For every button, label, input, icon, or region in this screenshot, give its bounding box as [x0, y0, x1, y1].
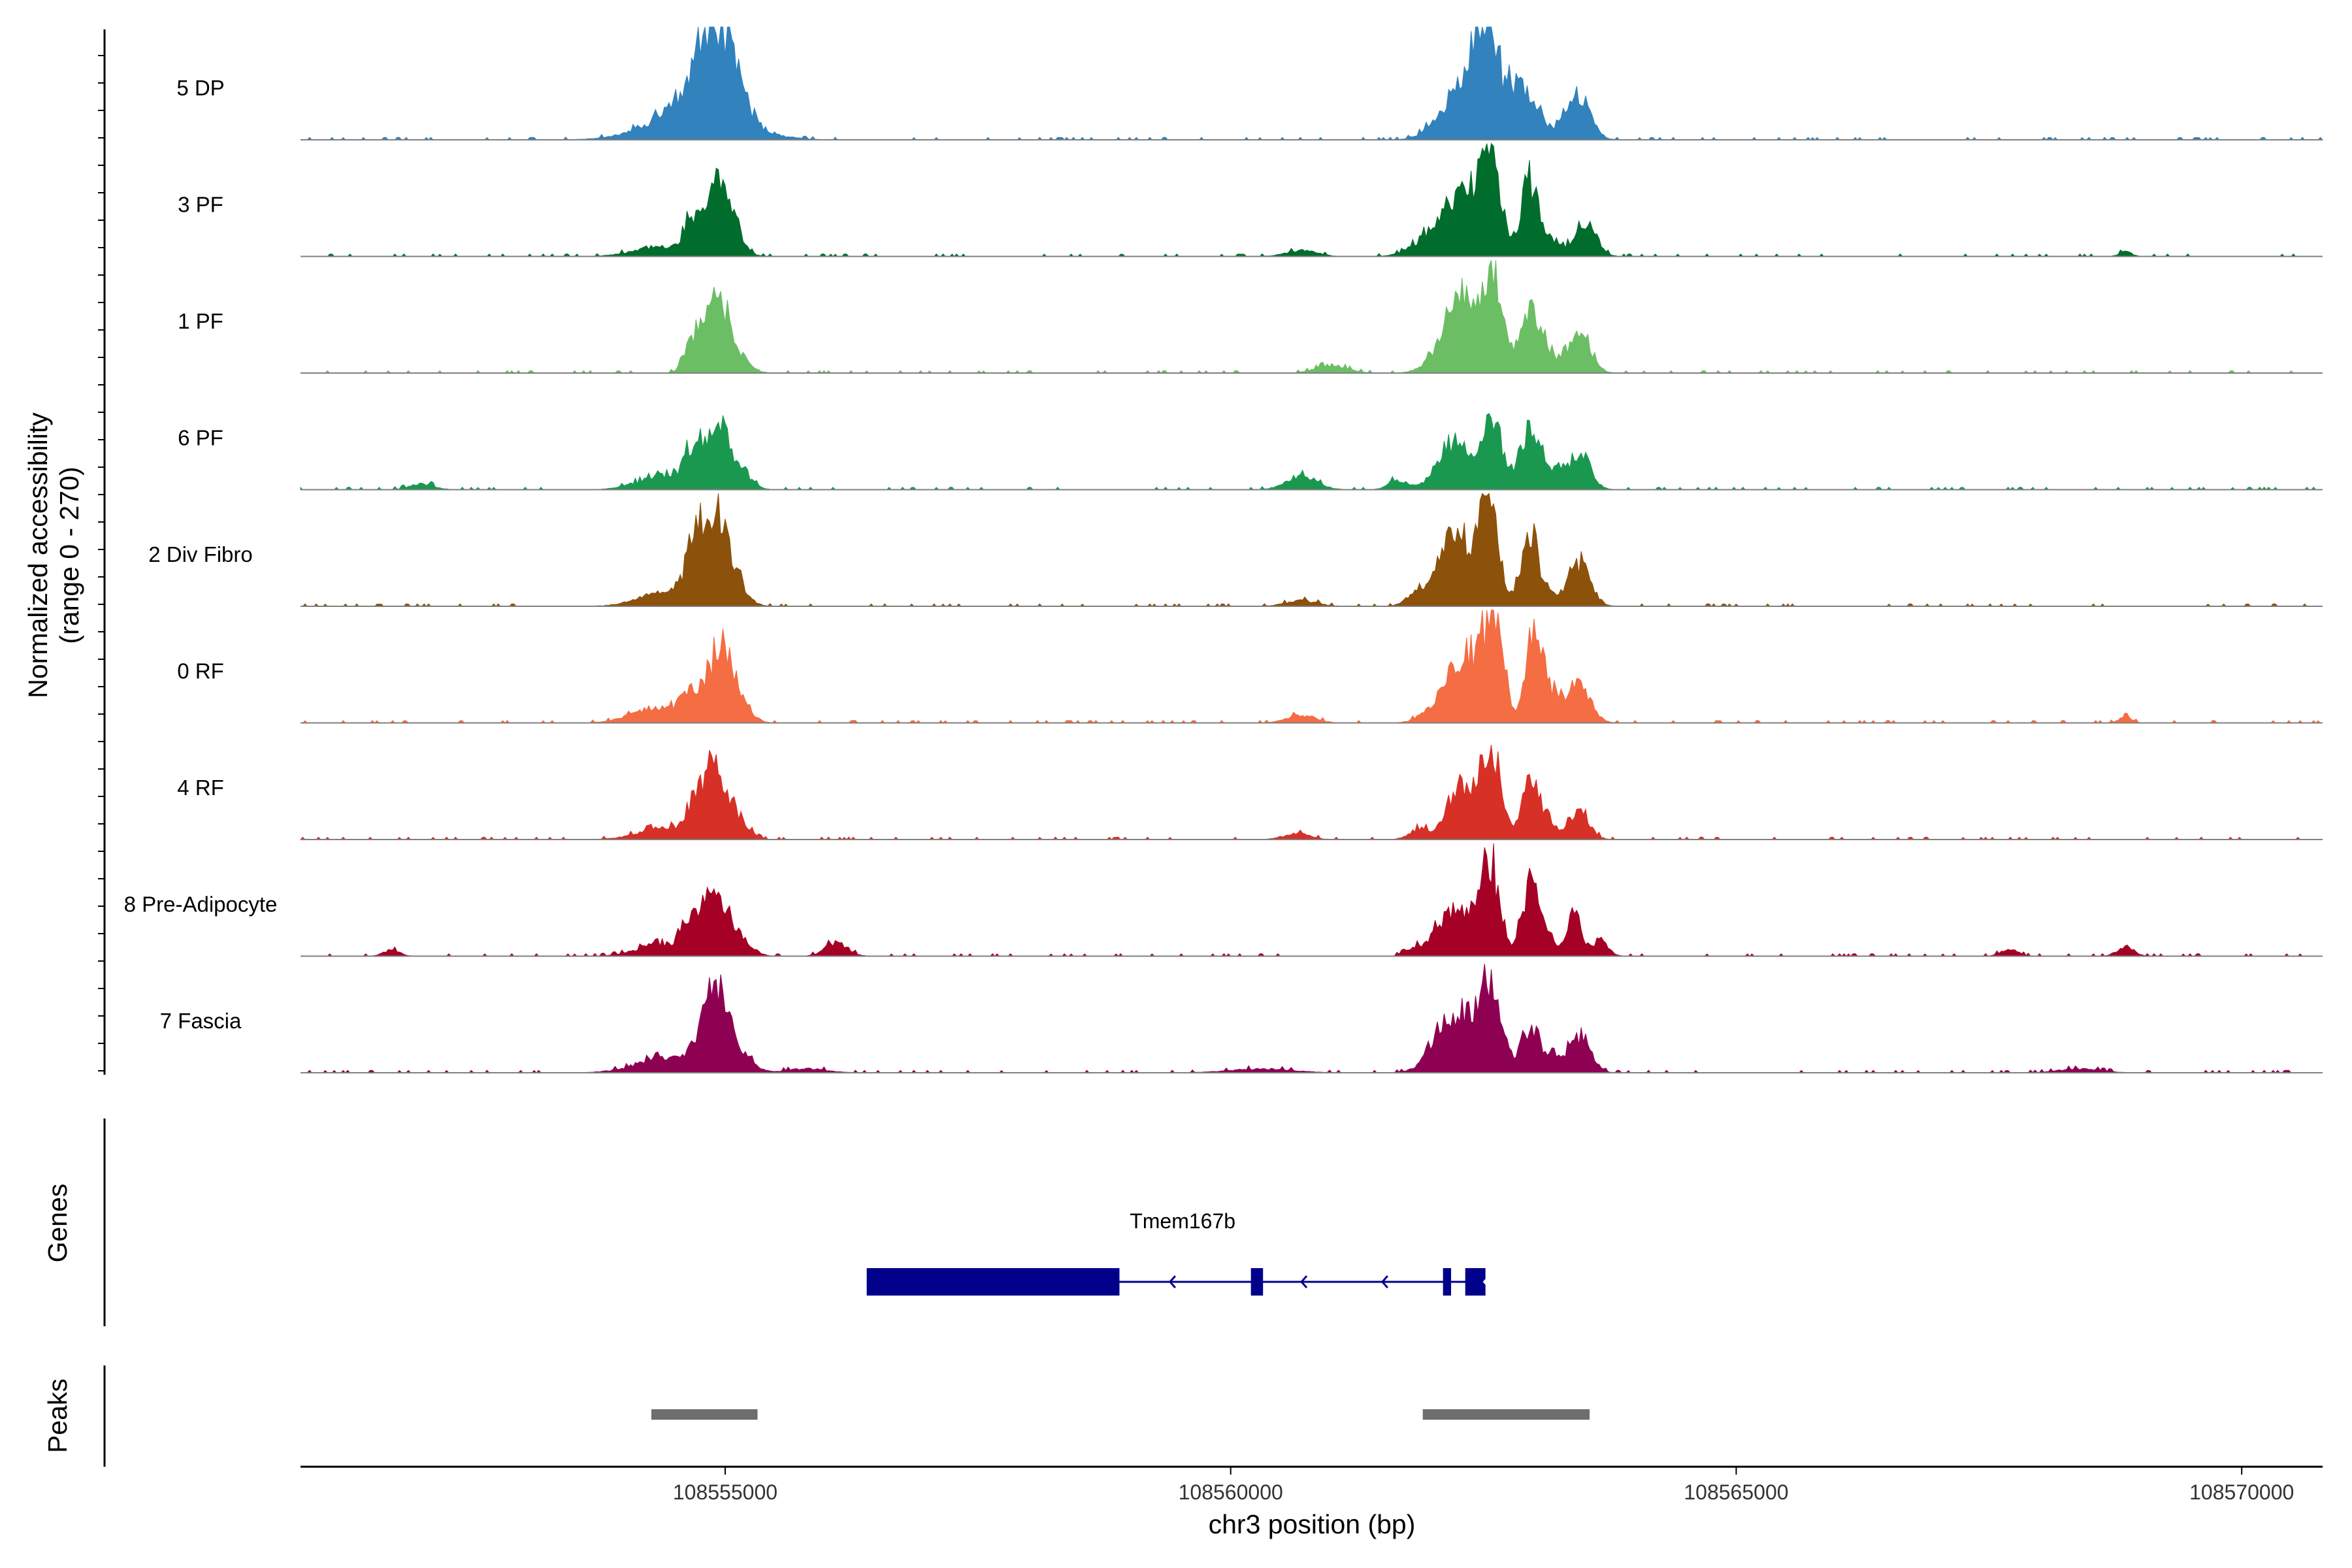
track-label: 2 Div Fibro: [148, 542, 253, 566]
track-label: 0 RF: [177, 659, 224, 683]
signal-area: [299, 744, 2323, 840]
signal-area: [300, 413, 2323, 491]
y-axis-title-line2: (range 0 - 270): [54, 466, 84, 644]
gene-annotation-track: Tmem167b: [866, 1209, 1490, 1296]
track-label: 7 Fascia: [160, 1009, 242, 1033]
signal-area: [301, 142, 2323, 257]
coverage-tracks: 5 DP 3 PF 1 PF 6 PF 2 Div Fibro 0 RF 4 RF 8 Pre…: [124, 26, 2324, 1073]
strand-arrow: [1168, 1275, 1176, 1288]
signal-area: [301, 964, 2323, 1073]
peak-regions-track: [651, 1409, 1590, 1420]
track-label: 8 Pre-Adipocyte: [124, 892, 278, 917]
gene-exon: [1443, 1268, 1452, 1296]
track-label: 4 RF: [177, 776, 224, 800]
gene-exon: [1465, 1268, 1486, 1296]
track-5-dp: 5 DP: [176, 26, 2324, 140]
track-label: 6 PF: [178, 426, 223, 450]
strand-arrow: [1300, 1275, 1308, 1288]
track-7-fascia: 7 Fascia: [160, 964, 2323, 1073]
x-tick-label: 108565000: [1684, 1480, 1788, 1504]
signal-area: [301, 260, 2323, 374]
x-axis-title: chr3 position (bp): [1209, 1509, 1416, 1539]
track-3-pf: 3 PF: [178, 142, 2323, 257]
gene-exon: [1250, 1268, 1264, 1296]
track-label: 1 PF: [178, 309, 223, 333]
peak-region-bar: [1422, 1409, 1590, 1420]
x-tick-label: 108570000: [2189, 1480, 2294, 1504]
track-label: 3 PF: [178, 193, 223, 217]
track-6-pf: 6 PF: [178, 413, 2323, 491]
gene-exon: [866, 1268, 1120, 1296]
strand-arrow: [1482, 1275, 1490, 1288]
track-4-rf: 4 RF: [177, 744, 2323, 840]
signal-area: [301, 493, 2323, 607]
signal-area: [301, 26, 2324, 140]
x-tick-label: 108555000: [673, 1480, 777, 1504]
peaks-axis-title: Peaks: [42, 1379, 73, 1453]
accessibility-y-axis: [98, 29, 106, 1075]
signal-area: [301, 843, 2323, 957]
peak-region-bar: [651, 1409, 758, 1420]
x-tick-label: 108560000: [1179, 1480, 1283, 1504]
track-1-pf: 1 PF: [178, 260, 2323, 374]
genes-axis-title: Genes: [42, 1184, 73, 1263]
gene-name-label: Tmem167b: [1130, 1209, 1235, 1233]
strand-arrow: [1380, 1275, 1388, 1288]
signal-area: [301, 610, 2323, 724]
track-0-rf: 0 RF: [177, 610, 2323, 724]
track-2-div-fibro: 2 Div Fibro: [148, 493, 2323, 607]
track-label: 5 DP: [176, 76, 224, 100]
y-axis-title-line1: Normalized accessibility: [23, 412, 53, 698]
track-8-pre-adipocyte: 8 Pre-Adipocyte: [124, 843, 2323, 957]
genomic-x-axis: 108555000 108560000 108565000 108570000: [301, 1465, 2323, 1504]
